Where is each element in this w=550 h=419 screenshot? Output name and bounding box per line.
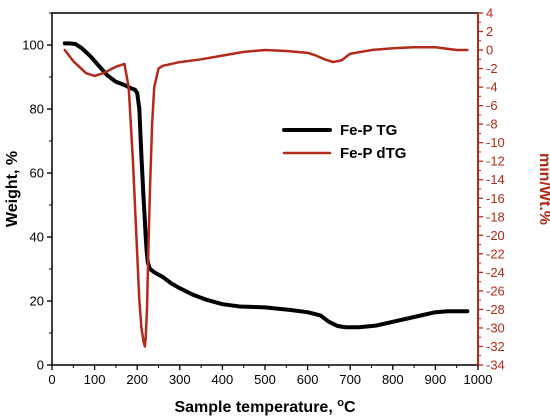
x-tick-label: 900: [425, 372, 447, 387]
y-right-tick-label: -20: [486, 228, 505, 243]
x-axis-title: Sample temperature, oC: [174, 397, 355, 416]
y-right-tick-label: -14: [486, 172, 505, 187]
y-axis-right: 4 2 0 -2 -4 -6 -8 -10 -12 -14 -16 -18 -20 -22 -24 -26 -2…: [477, 6, 505, 373]
y-right-tick-label: -4: [486, 80, 498, 95]
legend-label-tg: Fe-P TG: [340, 122, 397, 139]
y-right-tick-label: -12: [486, 154, 505, 169]
x-axis-title-unit: C: [344, 399, 356, 416]
x-tick-label: 100: [84, 372, 106, 387]
series-line-tg: [62, 41, 470, 330]
y-right-tick-label: 2: [486, 24, 493, 39]
y-right-tick-label: -34: [486, 358, 505, 373]
y-left-tick-label: 80: [30, 102, 44, 117]
y-right-tick-label: -6: [486, 98, 498, 113]
legend: Fe-P TG Fe-P dTG: [282, 122, 406, 162]
series-layer: [62, 41, 470, 348]
y-right-tick-label: -2: [486, 61, 498, 76]
y-right-tick-label: -18: [486, 209, 505, 224]
legend-label-dtg: Fe-P dTG: [340, 145, 406, 162]
y-right-tick-label: -26: [486, 283, 505, 298]
series-line-dtg: [63, 46, 469, 348]
x-tick-label: 700: [339, 372, 361, 387]
x-tick-label: 500: [254, 372, 276, 387]
y-right-tick-label: -32: [486, 339, 505, 354]
y-left-tick-label: 60: [30, 166, 44, 181]
y-left-tick-label: 40: [30, 230, 44, 245]
y-right-tick-label: -30: [486, 320, 505, 335]
x-tick-label: 400: [212, 372, 234, 387]
x-axis-title-degree: o: [337, 397, 344, 409]
x-tick-label: 1000: [464, 372, 493, 387]
x-tick-label: 300: [169, 372, 191, 387]
x-tick-label: 200: [126, 372, 148, 387]
y-right-tick-label: -22: [486, 246, 505, 261]
x-tick-label: 600: [297, 372, 319, 387]
y-axis-left-title: Weight, %: [4, 151, 21, 227]
y-right-tick-label: -28: [486, 302, 505, 317]
y-right-tick-label: -8: [486, 117, 498, 132]
y-right-tick-label: 0: [486, 43, 493, 58]
y-right-tick-label: -24: [486, 265, 505, 280]
y-right-tick-label: -10: [486, 135, 505, 150]
y-right-tick-label: 4: [486, 6, 493, 21]
x-tick-label: 800: [382, 372, 404, 387]
y-axis-left: 0 20 40 60 80 100: [22, 12, 52, 373]
y-left-tick-label: 0: [37, 358, 44, 373]
x-axis: 0 100 200 300 400 500 600 700 800 900 1000: [48, 365, 492, 387]
y-left-tick-label: 20: [30, 294, 44, 309]
y-axis-right-title: min/Wt.%: [536, 153, 550, 225]
x-axis-title-main: Sample temperature,: [174, 399, 337, 416]
x-tick-label: 0: [48, 372, 55, 387]
y-right-tick-label: -16: [486, 191, 505, 206]
y-left-tick-label: 100: [22, 38, 44, 53]
